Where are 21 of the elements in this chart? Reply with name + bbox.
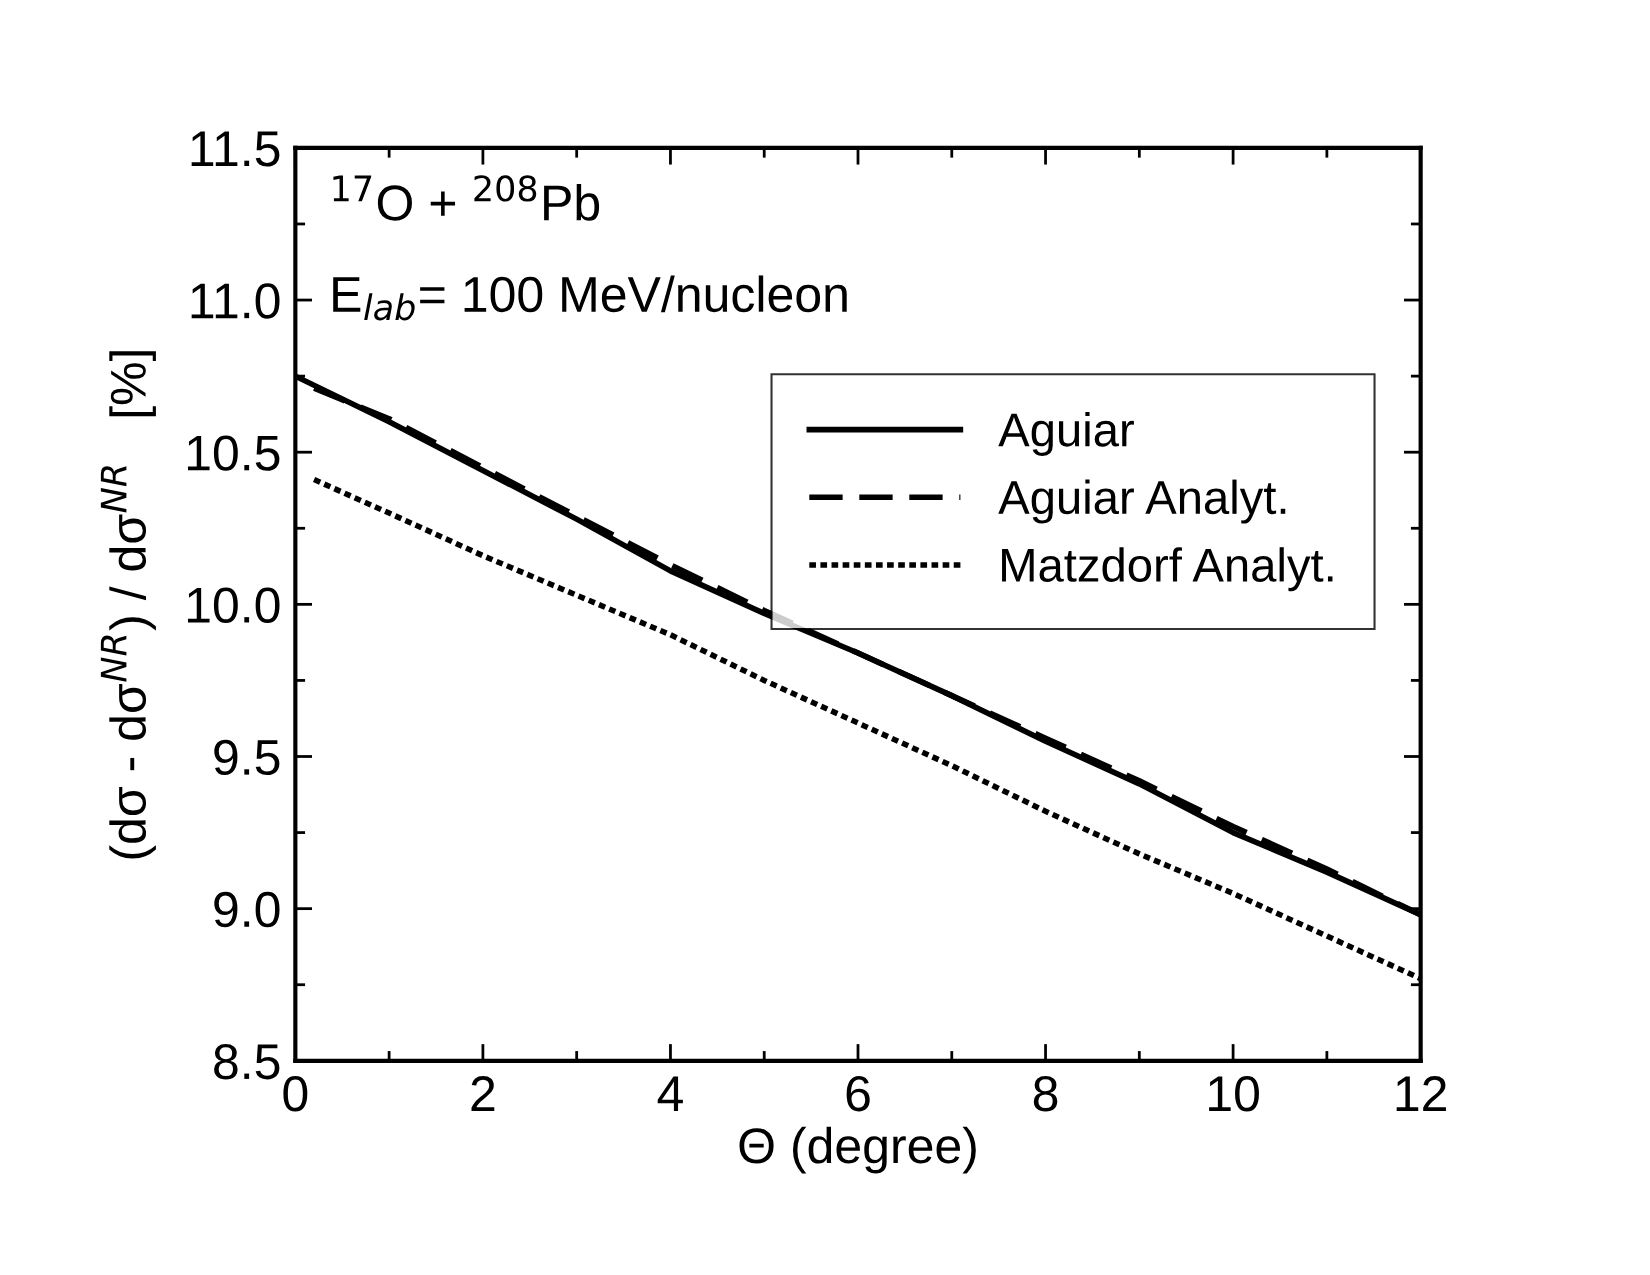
y-tick-label: 10.5 <box>187 435 280 471</box>
y-tick-label: 9.5 <box>214 739 280 776</box>
x-tick-label: 12 <box>1396 1076 1446 1111</box>
x-tick-label: 8 <box>1033 1076 1058 1112</box>
legend-label: Aguiar Analyt. <box>998 479 1286 524</box>
x-axis-title: Θ (degree) <box>739 1126 976 1174</box>
annotation: E$_{lab}$= 100 MeV/nucleon <box>333 275 847 321</box>
y-tick-label: 10.0 <box>187 587 280 623</box>
text: (dσ - dσ$^{NR}$) / dσ$^{NR}$ [%] <box>100 351 156 859</box>
y-tick-label: 9.0 <box>214 891 280 928</box>
y-tick-label: 11.5 <box>191 131 280 167</box>
x-tick-label: 0 <box>283 1076 308 1112</box>
legend-label: Matzdorf Analyt. <box>1002 547 1333 592</box>
legend-label: Aguiar <box>998 411 1134 456</box>
y-tick-label: 8.5 <box>214 1044 280 1080</box>
x-tick-label: 2 <box>471 1076 495 1111</box>
annotation: $^{17}$O + $^{208}$Pb <box>333 175 600 221</box>
x-tick-label: 4 <box>657 1076 683 1111</box>
x-tick-label: 6 <box>846 1076 870 1112</box>
y-tick-label: 11.0 <box>191 283 280 319</box>
x-tick-label: 10 <box>1209 1076 1259 1112</box>
